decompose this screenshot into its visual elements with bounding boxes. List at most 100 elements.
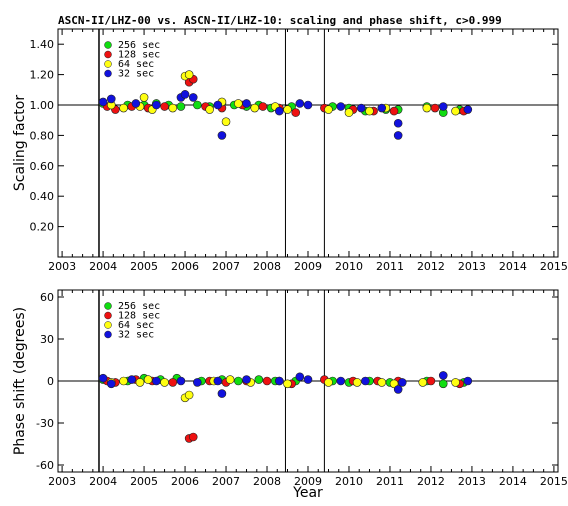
- data-point: [377, 103, 387, 113]
- data-point: [295, 372, 305, 382]
- data-point: [184, 70, 194, 79]
- y-tick-label: 0.20: [30, 221, 55, 234]
- data-point: [98, 373, 108, 383]
- legend-label: 256 sec: [118, 301, 160, 312]
- y-tick-label: 1.40: [30, 38, 55, 51]
- data-point: [254, 375, 264, 384]
- data-point: [217, 389, 227, 398]
- data-point: [397, 378, 407, 387]
- data-point: [463, 376, 473, 386]
- y-tick-label: 0: [47, 375, 54, 388]
- x-tick-label: 2013: [458, 475, 486, 488]
- data-point: [160, 378, 169, 387]
- data-point: [283, 105, 292, 114]
- data-point: [234, 376, 243, 386]
- data-point: [262, 376, 272, 386]
- data-point: [168, 378, 178, 387]
- data-point: [463, 105, 473, 114]
- x-tick-label: 2015: [540, 475, 568, 488]
- legend-label: 64 sec: [118, 320, 154, 331]
- x-tick-label: 2010: [335, 475, 363, 488]
- data-point: [160, 102, 169, 111]
- y-tick-label: 0.40: [30, 190, 55, 203]
- data-point: [188, 93, 198, 102]
- x-tick-label: 2004: [89, 260, 117, 273]
- series-32-sec: [98, 371, 473, 398]
- data-point: [127, 375, 137, 384]
- data-point: [119, 103, 128, 113]
- data-point: [283, 379, 292, 389]
- y-tick-label: 30: [40, 333, 54, 346]
- x-tick-label: 2005: [130, 260, 158, 273]
- x-tick-label: 2003: [48, 260, 76, 273]
- x-tick-label: 2004: [89, 475, 117, 488]
- data-point: [438, 371, 448, 380]
- data-point: [213, 376, 223, 386]
- x-tick-label: 2006: [171, 260, 199, 273]
- data-point: [168, 103, 178, 113]
- data-point: [213, 100, 223, 110]
- x-tick-label: 2011: [376, 475, 404, 488]
- x-tick-label: 2009: [294, 260, 322, 273]
- data-point: [135, 378, 145, 387]
- series-32-sec: [98, 90, 473, 140]
- legend-marker: [104, 330, 112, 339]
- data-point: [352, 378, 362, 387]
- data-point: [242, 375, 251, 384]
- data-point: [451, 106, 460, 116]
- data-point: [258, 102, 268, 111]
- x-tick-label: 2003: [48, 475, 76, 488]
- legend-label: 128 sec: [118, 50, 160, 61]
- data-point: [451, 378, 460, 387]
- data-point: [356, 103, 366, 113]
- data-point: [291, 108, 301, 117]
- series-64-sec: [106, 70, 460, 127]
- x-tick-label: 2005: [130, 475, 158, 488]
- data-point: [131, 99, 141, 108]
- phase-panel: 2003 2004 2005 2006 2007 2008 2009 2010 2011 2012…: [12, 289, 568, 501]
- data-point: [393, 385, 403, 394]
- data-point: [438, 102, 448, 111]
- y-tick-label: 1.00: [30, 99, 55, 112]
- legend-marker: [104, 41, 112, 49]
- series-128-sec: [102, 375, 464, 443]
- data-point: [152, 376, 161, 386]
- y-tick-label: -30: [36, 417, 54, 430]
- legend-marker: [104, 50, 112, 59]
- scaling-panel: 2003 2004 2005 2006 2007 2008 2009 2010 2011 2012…: [12, 28, 568, 273]
- x-tick-label: 2007: [212, 475, 240, 488]
- data-point: [275, 106, 284, 116]
- data-point: [152, 100, 161, 110]
- data-point: [275, 376, 284, 386]
- data-point: [389, 106, 399, 116]
- x-tick-label: 2014: [499, 475, 527, 488]
- x-tick-label: 2012: [417, 260, 445, 273]
- data-point: [438, 379, 448, 389]
- data-point: [234, 99, 243, 108]
- data-point: [180, 90, 190, 99]
- x-tick-label: 2015: [540, 260, 568, 273]
- data-point: [426, 376, 436, 386]
- data-point: [119, 376, 128, 386]
- x-tick-label: 2011: [376, 260, 404, 273]
- x-tick-label: 2013: [458, 260, 486, 273]
- data-point: [188, 432, 198, 442]
- x-tick-label: 2007: [212, 260, 240, 273]
- legend-label: 128 sec: [118, 311, 160, 322]
- data-point: [295, 99, 305, 108]
- data-point: [225, 375, 235, 384]
- data-point: [393, 131, 403, 140]
- data-point: [324, 378, 333, 387]
- data-point: [176, 376, 186, 386]
- data-point: [98, 97, 108, 107]
- legend-marker: [104, 311, 112, 320]
- y-tick-label: 60: [40, 291, 54, 304]
- legend-marker: [104, 302, 112, 310]
- legend-label: 32 sec: [118, 69, 154, 80]
- data-point: [193, 378, 202, 387]
- x-tick-label: 2006: [171, 475, 199, 488]
- data-point: [176, 102, 186, 111]
- data-point: [336, 102, 346, 111]
- data-point: [430, 103, 440, 113]
- data-point: [250, 103, 260, 113]
